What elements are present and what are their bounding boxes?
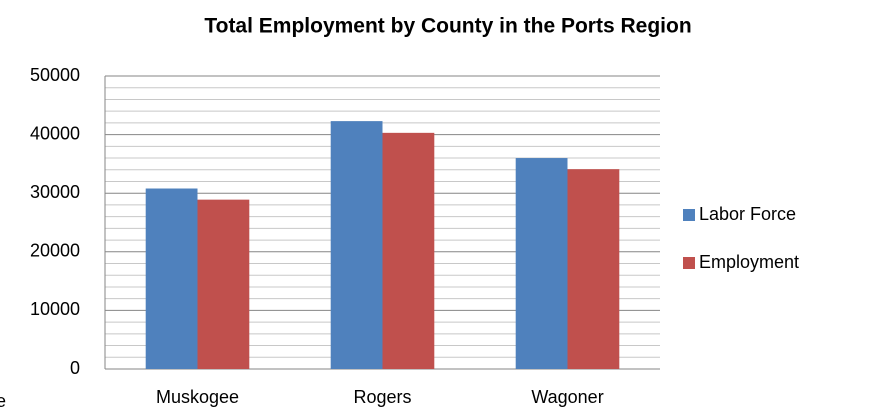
bar bbox=[197, 199, 250, 369]
y-tick-label: 30000 bbox=[30, 182, 80, 202]
x-tick-label: Muskogee bbox=[156, 387, 239, 407]
y-tick-label: 50000 bbox=[30, 65, 80, 85]
legend-swatch bbox=[683, 257, 695, 269]
y-tick-label: 10000 bbox=[30, 299, 80, 319]
x-tick-label: Rogers bbox=[353, 387, 411, 407]
bar bbox=[382, 132, 435, 369]
y-tick-label: 40000 bbox=[30, 123, 80, 143]
y-tick-label: 20000 bbox=[30, 241, 80, 261]
legend-label: Employment bbox=[699, 252, 799, 272]
bar bbox=[145, 188, 198, 369]
x-tick-label: Wagoner bbox=[531, 387, 603, 407]
annotation: e bbox=[0, 391, 6, 411]
legend-swatch bbox=[683, 209, 695, 221]
bar bbox=[567, 169, 620, 369]
legend-label: Labor Force bbox=[699, 204, 796, 224]
y-tick-label: 0 bbox=[70, 358, 80, 378]
bar bbox=[330, 121, 383, 369]
bar bbox=[515, 158, 568, 369]
chart-title: Total Employment by County in the Ports … bbox=[204, 15, 691, 38]
